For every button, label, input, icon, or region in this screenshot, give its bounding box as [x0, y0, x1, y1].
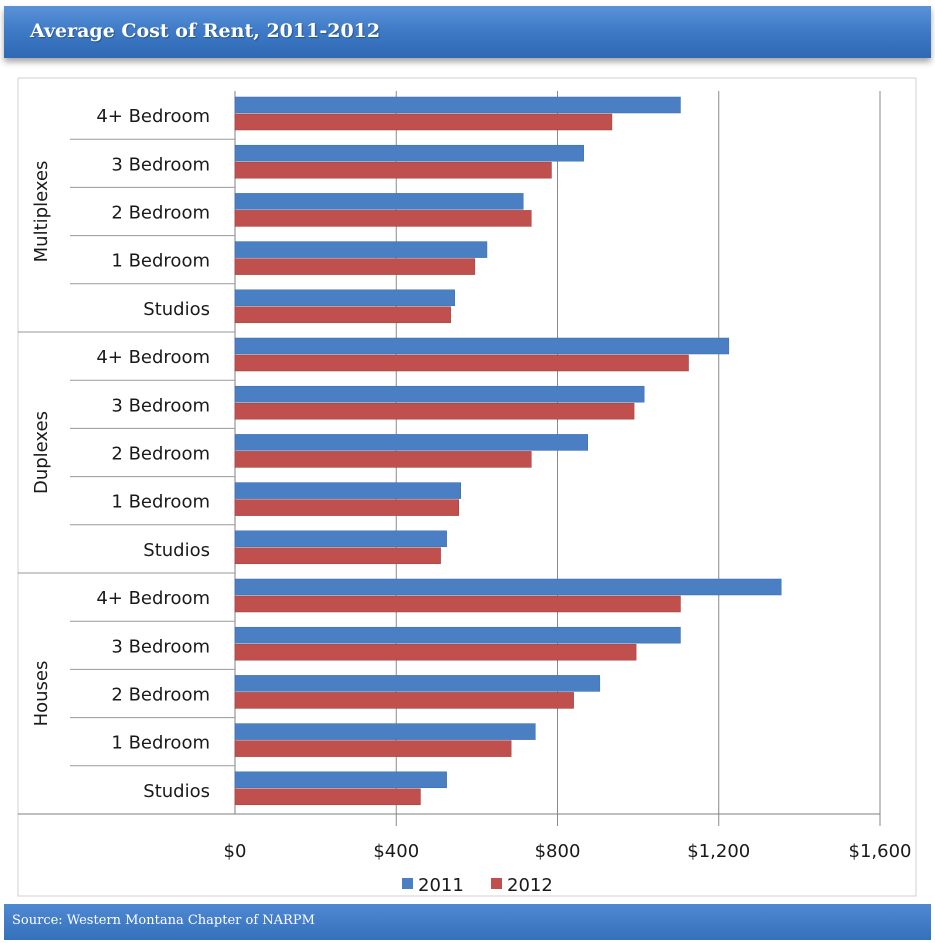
category-label: 3 Bedroom: [111, 154, 210, 175]
bar-2012-houses-4-bedroom: [234, 595, 681, 613]
legend-swatch-2011: [402, 878, 413, 889]
category-label: Studios: [143, 781, 210, 802]
bar-2011-houses-4-bedroom: [234, 578, 782, 596]
bar-2011-multiplexes-1-bedroom: [234, 241, 488, 258]
bar-2011-multiplexes-4-bedroom: [234, 96, 681, 114]
bar-2012-houses-2-bedroom: [234, 692, 574, 709]
bar-2012-duplexes-2-bedroom: [234, 451, 532, 468]
bar-2012-duplexes-1-bedroom: [234, 499, 459, 516]
category-label: 1 Bedroom: [111, 251, 210, 272]
bar-2012-duplexes-3-bedroom: [234, 402, 635, 420]
category-label: 1 Bedroom: [111, 733, 210, 754]
category-label: 3 Bedroom: [111, 395, 210, 416]
bar-2012-multiplexes-studios: [234, 306, 451, 324]
bar-2012-multiplexes-2-bedroom: [234, 210, 532, 227]
bar-2011-multiplexes-2-bedroom: [234, 193, 524, 210]
group-label: Multiplexes: [31, 161, 52, 263]
bar-2011-multiplexes-3-bedroom: [234, 144, 584, 162]
bar-2011-duplexes-3-bedroom: [234, 385, 645, 403]
bar-2012-houses-3-bedroom: [234, 643, 637, 661]
bar-2011-duplexes-2-bedroom: [234, 434, 588, 451]
legend-label: 2012: [507, 875, 553, 896]
bar-2011-duplexes-studios: [234, 530, 447, 548]
source-bar: Source: Western Montana Chapter of NARPM: [4, 904, 931, 940]
bar-2012-multiplexes-3-bedroom: [234, 161, 552, 179]
group-label: Duplexes: [31, 411, 52, 494]
x-tick-label: $0: [224, 841, 247, 862]
chart-title: Average Cost of Rent, 2011-2012: [30, 20, 381, 42]
bar-2012-duplexes-studios: [234, 547, 441, 565]
bar-2011-houses-3-bedroom: [234, 626, 681, 644]
category-label: Studios: [143, 299, 210, 320]
category-label: 2 Bedroom: [111, 444, 210, 465]
bar-2012-houses-studios: [234, 788, 421, 806]
x-tick-label: $1,200: [687, 841, 750, 862]
x-tick-label: $400: [373, 841, 419, 862]
x-tick-label: $800: [535, 841, 581, 862]
category-label: 2 Bedroom: [111, 685, 210, 706]
group-label: Houses: [31, 661, 52, 727]
category-label: Studios: [143, 540, 210, 561]
bar-2011-multiplexes-studios: [234, 289, 455, 307]
title-bar: Average Cost of Rent, 2011-2012: [4, 6, 931, 58]
bar-2012-multiplexes-1-bedroom: [234, 258, 476, 275]
bar-2011-duplexes-1-bedroom: [234, 482, 461, 499]
x-tick-label: $1,600: [849, 841, 912, 862]
bar-2012-multiplexes-4-bedroom: [234, 113, 613, 131]
bar-2011-houses-studios: [234, 771, 447, 789]
category-label: 4+ Bedroom: [96, 588, 210, 609]
category-label: 3 Bedroom: [111, 636, 210, 657]
bar-2011-houses-2-bedroom: [234, 675, 601, 692]
legend-swatch-2012: [491, 878, 502, 889]
source-text: Source: Western Montana Chapter of NARPM: [12, 913, 315, 928]
category-label: 1 Bedroom: [111, 492, 210, 513]
chart-frame: [17, 77, 917, 897]
bar-2012-houses-1-bedroom: [234, 740, 512, 757]
bar-2012-duplexes-4-bedroom: [234, 354, 689, 372]
bar-2011-duplexes-4-bedroom: [234, 337, 730, 355]
category-label: 2 Bedroom: [111, 203, 210, 224]
category-label: 4+ Bedroom: [96, 106, 210, 127]
category-label: 4+ Bedroom: [96, 347, 210, 368]
bar-2011-houses-1-bedroom: [234, 723, 536, 740]
legend-label: 2011: [418, 875, 464, 896]
